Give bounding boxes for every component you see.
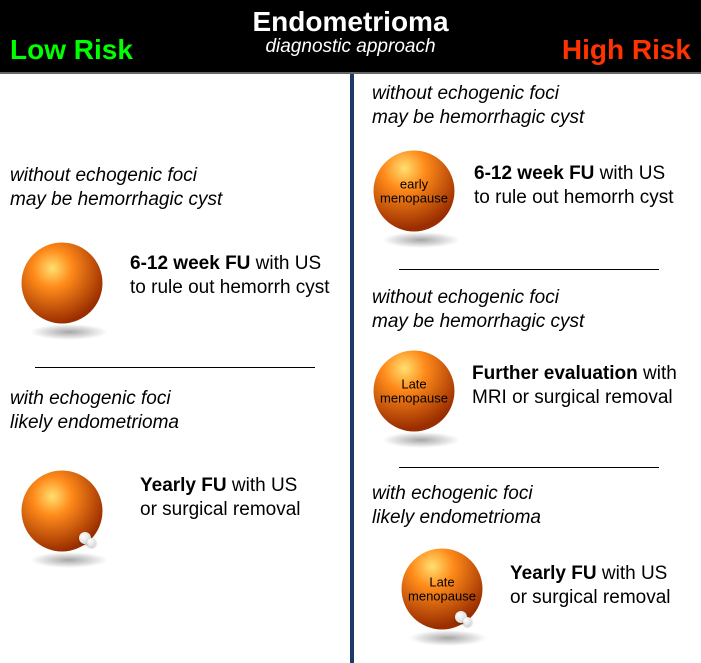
desc-line: with echogenic foci [10, 388, 171, 409]
rec-line2: to rule out hemorrh cyst [130, 277, 330, 298]
right-item3-desc: with echogenic foci likely endometrioma [362, 482, 551, 530]
desc-line: without echogenic foci [372, 287, 559, 308]
body-area: without echogenic foci may be hemorrhagi… [0, 74, 701, 663]
rec-bold: 6-12 week FU [474, 163, 594, 184]
desc-line: likely endometrioma [372, 507, 541, 528]
echogenic-foci-icon [455, 610, 472, 628]
rec-bold: Yearly FU [510, 563, 597, 584]
right-item1-desc: without echogenic foci may be hemorrhagi… [362, 82, 594, 130]
rec-line2: or surgical removal [140, 499, 301, 520]
right-item2-rec: Further evaluation with MRI or surgical … [472, 362, 697, 410]
left-item2-desc: with echogenic foci likely endometrioma [0, 387, 189, 435]
sphere-icon: Late menopause [398, 545, 486, 633]
rec-tail: with US [594, 163, 665, 184]
right-item3-rec: Yearly FU with US or surgical removal [510, 562, 700, 610]
rec-line2: or surgical removal [510, 587, 671, 608]
high-risk-column: without echogenic foci may be hemorrhagi… [354, 74, 701, 663]
section-divider [35, 367, 315, 368]
rec-bold: Yearly FU [140, 475, 227, 496]
sphere-icon: Late menopause [370, 347, 458, 435]
rec-bold: Further evaluation [472, 363, 638, 384]
right-item1-rec: 6-12 week FU with US to rule out hemorrh… [474, 162, 694, 210]
rec-tail: with US [227, 475, 298, 496]
header-bar: Endometrioma diagnostic approach Low Ris… [0, 0, 701, 74]
left-item1-desc: without echogenic foci may be hemorrhagi… [0, 164, 232, 212]
desc-line: without echogenic foci [10, 165, 197, 186]
sphere-label: Late menopause [398, 575, 486, 602]
echogenic-foci-icon [79, 531, 96, 549]
section-divider [399, 467, 659, 468]
desc-line: may be hemorrhagic cyst [372, 107, 584, 128]
sphere-icon [18, 467, 106, 555]
infographic-root: Endometrioma diagnostic approach Low Ris… [0, 0, 701, 663]
sphere-icon [18, 239, 106, 327]
section-divider [399, 269, 659, 270]
rec-line2: MRI or surgical removal [472, 387, 673, 408]
sphere-label: Late menopause [370, 377, 458, 404]
left-item1-rec: 6-12 week FU with US to rule out hemorrh… [130, 252, 340, 300]
sphere-label: early menopause [370, 177, 458, 204]
sphere-icon: early menopause [370, 147, 458, 235]
desc-line: may be hemorrhagic cyst [10, 189, 222, 210]
high-risk-label: High Risk [562, 34, 691, 66]
right-item2-desc: without echogenic foci may be hemorrhagi… [362, 286, 594, 334]
desc-line: may be hemorrhagic cyst [372, 311, 584, 332]
rec-tail: with [638, 363, 677, 384]
desc-line: without echogenic foci [372, 83, 559, 104]
rec-tail: with US [250, 253, 321, 274]
rec-bold: 6-12 week FU [130, 253, 250, 274]
left-item2-rec: Yearly FU with US or surgical removal [140, 474, 340, 522]
rec-line2: to rule out hemorrh cyst [474, 187, 674, 208]
rec-tail: with US [597, 563, 668, 584]
low-risk-column: without echogenic foci may be hemorrhagi… [0, 74, 350, 663]
desc-line: likely endometrioma [10, 412, 179, 433]
low-risk-label: Low Risk [10, 34, 133, 66]
desc-line: with echogenic foci [372, 483, 533, 504]
title: Endometrioma [0, 0, 701, 38]
